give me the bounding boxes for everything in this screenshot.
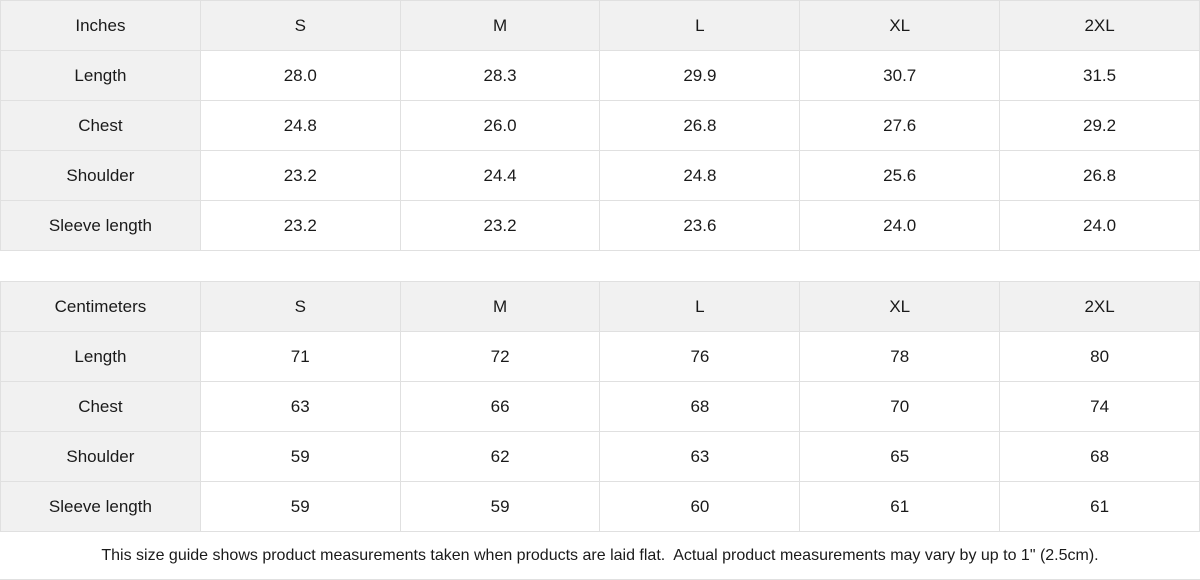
measurement-value-cell: 59	[199, 481, 401, 532]
measurement-row: Length 71 72 76 78 80	[0, 331, 1200, 382]
measurement-value-cell: 24.0	[799, 200, 1001, 251]
measurement-value-cell: 65	[799, 431, 1001, 482]
size-column-header: XL	[799, 0, 1001, 51]
unit-header-cell: Centimeters	[0, 281, 201, 332]
measurement-row: Chest 63 66 68 70 74	[0, 381, 1200, 432]
measurement-value-cell: 29.2	[999, 100, 1200, 151]
measurement-value-cell: 66	[399, 381, 601, 432]
measurement-value-cell: 71	[199, 331, 401, 382]
centimeters-size-table: Centimeters S M L XL 2XL Length 71 72 76 78 80 Chest…	[0, 281, 1200, 532]
measurement-value-cell: 26.8	[599, 100, 801, 151]
measurement-value-cell: 31.5	[999, 50, 1200, 101]
size-column-header: XL	[799, 281, 1001, 332]
measurement-value-cell: 24.4	[399, 150, 601, 201]
row-label-cell: Sleeve length	[0, 481, 201, 532]
measurement-value-cell: 24.0	[999, 200, 1200, 251]
measurement-value-cell: 24.8	[199, 100, 401, 151]
row-label-cell: Shoulder	[0, 150, 201, 201]
measurement-value-cell: 78	[799, 331, 1001, 382]
measurement-row: Sleeve length 59 59 60 61 61	[0, 481, 1200, 532]
measurement-value-cell: 25.6	[799, 150, 1001, 201]
row-label-cell: Chest	[0, 381, 201, 432]
measurement-value-cell: 26.0	[399, 100, 601, 151]
measurement-value-cell: 59	[399, 481, 601, 532]
size-column-header: M	[399, 0, 601, 51]
measurement-value-cell: 30.7	[799, 50, 1001, 101]
measurement-value-cell: 74	[999, 381, 1200, 432]
measurement-value-cell: 63	[599, 431, 801, 482]
measurement-row: Shoulder 23.2 24.4 24.8 25.6 26.8	[0, 150, 1200, 201]
measurement-value-cell: 26.8	[999, 150, 1200, 201]
measurement-value-cell: 62	[399, 431, 601, 482]
size-guide-disclaimer: This size guide shows product measuremen…	[0, 532, 1200, 580]
measurement-value-cell: 59	[199, 431, 401, 482]
measurement-value-cell: 80	[999, 331, 1200, 382]
measurement-value-cell: 63	[199, 381, 401, 432]
measurement-value-cell: 68	[999, 431, 1200, 482]
measurement-value-cell: 61	[799, 481, 1001, 532]
measurement-value-cell: 70	[799, 381, 1001, 432]
measurement-value-cell: 76	[599, 331, 801, 382]
header-row: Centimeters S M L XL 2XL	[0, 281, 1200, 332]
table-gap	[0, 251, 1200, 281]
size-column-header: 2XL	[999, 0, 1200, 51]
measurement-row: Chest 24.8 26.0 26.8 27.6 29.2	[0, 100, 1200, 151]
row-label-cell: Length	[0, 331, 201, 382]
measurement-row: Shoulder 59 62 63 65 68	[0, 431, 1200, 482]
measurement-value-cell: 28.0	[199, 50, 401, 101]
row-label-cell: Shoulder	[0, 431, 201, 482]
measurement-row: Sleeve length 23.2 23.2 23.6 24.0 24.0	[0, 200, 1200, 251]
size-column-header: L	[599, 281, 801, 332]
measurement-row: Length 28.0 28.3 29.9 30.7 31.5	[0, 50, 1200, 101]
unit-header-cell: Inches	[0, 0, 201, 51]
size-column-header: 2XL	[999, 281, 1200, 332]
measurement-value-cell: 28.3	[399, 50, 601, 101]
measurement-value-cell: 23.2	[199, 200, 401, 251]
row-label-cell: Length	[0, 50, 201, 101]
measurement-value-cell: 60	[599, 481, 801, 532]
measurement-value-cell: 23.2	[199, 150, 401, 201]
size-column-header: L	[599, 0, 801, 51]
measurement-value-cell: 27.6	[799, 100, 1001, 151]
row-label-cell: Chest	[0, 100, 201, 151]
measurement-value-cell: 61	[999, 481, 1200, 532]
size-column-header: M	[399, 281, 601, 332]
measurement-value-cell: 29.9	[599, 50, 801, 101]
row-label-cell: Sleeve length	[0, 200, 201, 251]
size-column-header: S	[199, 0, 401, 51]
measurement-value-cell: 24.8	[599, 150, 801, 201]
measurement-value-cell: 23.2	[399, 200, 601, 251]
measurement-value-cell: 68	[599, 381, 801, 432]
measurement-value-cell: 72	[399, 331, 601, 382]
inches-size-table: Inches S M L XL 2XL Length 28.0 28.3 29.9 30.7 31.5…	[0, 0, 1200, 251]
header-row: Inches S M L XL 2XL	[0, 0, 1200, 51]
size-column-header: S	[199, 281, 401, 332]
measurement-value-cell: 23.6	[599, 200, 801, 251]
